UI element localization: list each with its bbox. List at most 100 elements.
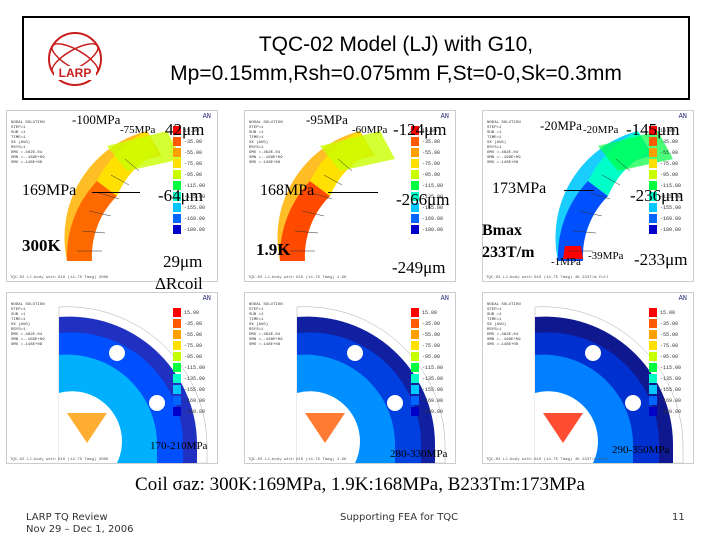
legend-swatch (173, 170, 181, 179)
legend-row: -180.00 (173, 406, 215, 417)
legend-row: -75.00 (411, 158, 453, 169)
legend-value: -75.00 (422, 342, 441, 349)
footer-event-dates: Nov 29 – Dec 1, 2006 (26, 524, 134, 535)
legend-row: -115.00 (411, 180, 453, 191)
title-line-1: TQC-02 Model (LJ) with G10, (258, 33, 534, 56)
p3-displacement-bottom: -233μm (634, 250, 688, 269)
p3-arrow (564, 190, 594, 191)
legend-value: -169.00 (422, 215, 444, 222)
legend-row: -95.00 (649, 351, 691, 362)
fea-panel-6: AN NODAL SOLUTION STEP=1 SUB =1 TIME=1 S… (482, 292, 694, 464)
legend-row: -169.00 (173, 213, 215, 224)
legend-swatch (649, 308, 657, 317)
p1-mid-stress: -75MPa (120, 124, 156, 136)
legend-row: -155.00 (649, 202, 691, 213)
legend-value: -169.00 (660, 397, 682, 404)
legend-swatch (411, 374, 419, 383)
legend-swatch (649, 170, 657, 179)
plot-info-text: NODAL SOLUTION STEP=1 SUB =1 TIME=1 SX (… (11, 121, 45, 165)
svg-text:LARP: LARP (59, 66, 92, 80)
legend-row: -75.00 (173, 158, 215, 169)
legend-value: -180.00 (422, 226, 444, 233)
legend-swatch (173, 319, 181, 328)
page-number: 11 (672, 512, 685, 523)
plot-info-text: NODAL SOLUTION STEP=1 SUB =1 TIME=1 SX (… (11, 303, 45, 347)
legend-row: -55.00 (173, 329, 215, 340)
legend-row: -35.00 (649, 318, 691, 329)
ansys-tag: AN (202, 295, 211, 303)
legend-row: -115.00 (649, 180, 691, 191)
p4-stress-range: 170-210MPa (150, 440, 208, 452)
p1-displacement-bottom: 29μm (163, 252, 203, 271)
p2-displacement-bottom: -249μm (392, 258, 446, 277)
legend-row: -115.00 (649, 362, 691, 373)
legend-swatch (411, 396, 419, 405)
legend-value: -180.00 (184, 408, 206, 415)
legend-row: -95.00 (173, 169, 215, 180)
legend-swatch (173, 407, 181, 416)
fea-panel-4: AN NODAL SOLUTION STEP=1 SUB =1 TIME=1 S… (6, 292, 218, 464)
legend-value: 15.00 (422, 127, 438, 134)
legend-swatch (411, 330, 419, 339)
legend-swatch (649, 396, 657, 405)
color-legend: 15.00 -35.00 -55.00 -75.00 -95.00 -115.0… (411, 307, 453, 417)
fea-panel-1: AN NODAL SOLUTION STEP=1 SUB =1 TIME=1 S… (6, 110, 218, 282)
legend-row: -169.00 (411, 395, 453, 406)
legend-swatch (649, 159, 657, 168)
legend-row: -35.00 (411, 136, 453, 147)
legend-swatch (649, 192, 657, 201)
plot-info-text: NODAL SOLUTION STEP=1 SUB =1 TIME=1 SX (… (487, 303, 521, 347)
legend-row: -135.00 (411, 373, 453, 384)
legend-row: -115.00 (173, 362, 215, 373)
legend-row: -135.00 (173, 373, 215, 384)
plot-info-text: NODAL SOLUTION STEP=1 SUB =1 TIME=1 SX (… (487, 121, 521, 165)
legend-row: -35.00 (411, 318, 453, 329)
legend-row: -75.00 (411, 340, 453, 351)
legend-swatch (649, 374, 657, 383)
p2-top-stress: -95MPa (306, 112, 348, 127)
legend-value: -55.00 (184, 331, 203, 338)
ansys-tag: AN (678, 295, 687, 303)
p1-displacement-mid: -64μm (158, 186, 203, 205)
footer-event-title: LARP TQ Review (26, 512, 108, 523)
legend-row: 15.00 (411, 125, 453, 136)
legend-swatch (649, 341, 657, 350)
p5-stress-range: 280-330MPa (390, 448, 448, 460)
legend-row: -75.00 (649, 158, 691, 169)
legend-swatch (173, 374, 181, 383)
legend-swatch (411, 203, 419, 212)
legend-swatch (173, 148, 181, 157)
p2-temperature: 1.9K (256, 240, 291, 259)
legend-row: -55.00 (649, 147, 691, 158)
structure-stress-plot-3 (534, 306, 684, 463)
p3-low-stress-2: -39MPa (588, 250, 624, 262)
legend-row: -55.00 (411, 329, 453, 340)
p3-gradient: 233T/m (482, 244, 535, 261)
ansys-tag: AN (202, 113, 211, 121)
legend-value: -135.00 (660, 193, 682, 200)
legend-value: -55.00 (184, 149, 203, 156)
legend-swatch (649, 363, 657, 372)
legend-value: -35.00 (422, 320, 441, 327)
legend-row: -155.00 (649, 384, 691, 395)
legend-row: -95.00 (173, 351, 215, 362)
legend-swatch (173, 225, 181, 234)
legend-value: -35.00 (660, 138, 679, 145)
legend-row: -35.00 (173, 318, 215, 329)
coil-stress-plot-2 (277, 131, 395, 261)
legend-swatch (173, 352, 181, 361)
legend-swatch (411, 341, 419, 350)
larp-logo: LARP (46, 30, 104, 88)
legend-value: -35.00 (184, 320, 203, 327)
summary-line: Coil σaz: 300K:169MPa, 1.9K:168MPa, B233… (135, 474, 585, 495)
legend-row: -95.00 (649, 169, 691, 180)
footer-event: LARP TQ Review Nov 29 – Dec 1, 2006 (26, 512, 133, 536)
legend-row: -75.00 (649, 340, 691, 351)
color-legend: 15.00 -35.00 -55.00 -75.00 -95.00 -115.0… (649, 125, 691, 235)
panel-footer: TQC-02 LJ-body with G10 (14-75 Tmag) 1.9… (248, 276, 347, 280)
color-legend: 15.00 -35.00 -55.00 -75.00 -95.00 -115.0… (649, 307, 691, 417)
legend-swatch (649, 319, 657, 328)
legend-value: -135.00 (184, 193, 206, 200)
plot-info-text: NODAL SOLUTION STEP=1 SUB =1 TIME=1 SX (… (249, 121, 283, 165)
legend-row: -180.00 (411, 224, 453, 235)
